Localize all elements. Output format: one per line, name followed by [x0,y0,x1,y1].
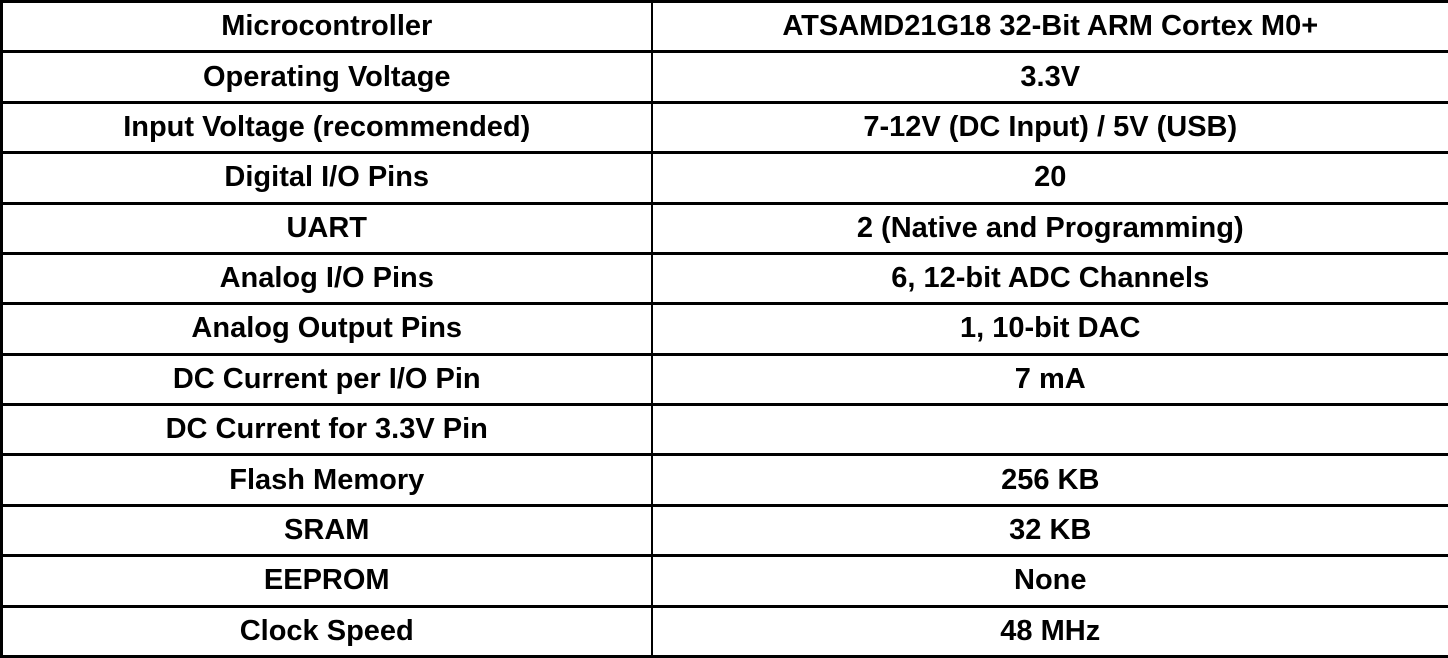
spec-label: Input Voltage (recommended) [0,100,653,155]
spec-label: Flash Memory [0,453,653,507]
spec-label: UART [0,201,653,255]
spec-value [650,402,1448,457]
spec-value: 7-12V (DC Input) / 5V (USB) [650,100,1448,155]
table-row: UART 2 (Native and Programming) [0,201,1448,255]
table-row: Analog I/O Pins 6, 12-bit ADC Channels [0,251,1448,306]
table-row: Operating Voltage 3.3V [0,50,1448,104]
spec-value: ATSAMD21G18 32-Bit ARM Cortex M0+ [650,0,1448,54]
spec-value: 256 KB [650,453,1448,507]
table-row: Digital I/O Pins 20 [0,151,1448,205]
table-row: Flash Memory 256 KB [0,453,1448,507]
spec-label: Clock Speed [0,604,653,658]
table-row: Analog Output Pins 1, 10-bit DAC [0,302,1448,356]
table-row: DC Current per I/O Pin 7 mA [0,352,1448,407]
spec-value: 2 (Native and Programming) [650,201,1448,255]
spec-label: DC Current per I/O Pin [0,352,653,407]
table-row: EEPROM None [0,554,1448,608]
spec-label: Digital I/O Pins [0,151,653,205]
spec-value: 1, 10-bit DAC [650,302,1448,356]
spec-value: 7 mA [650,352,1448,407]
table-row: DC Current for 3.3V Pin [0,402,1448,457]
table-row: Clock Speed 48 MHz [0,604,1448,658]
spec-label: SRAM [0,503,653,558]
spec-label: DC Current for 3.3V Pin [0,402,653,457]
spec-label: Analog I/O Pins [0,251,653,306]
spec-value: 3.3V [650,50,1448,104]
spec-value: 20 [650,151,1448,205]
spec-value: None [650,554,1448,608]
table-row: Input Voltage (recommended) 7-12V (DC In… [0,100,1448,155]
spec-value: 6, 12-bit ADC Channels [650,251,1448,306]
spec-value: 48 MHz [650,604,1448,658]
spec-label: Operating Voltage [0,50,653,104]
spec-label: Microcontroller [0,0,653,54]
spec-label: EEPROM [0,554,653,608]
spec-label: Analog Output Pins [0,302,653,356]
table-row: SRAM 32 KB [0,503,1448,558]
table-row: Microcontroller ATSAMD21G18 32-Bit ARM C… [0,0,1448,54]
spec-value: 32 KB [650,503,1448,558]
